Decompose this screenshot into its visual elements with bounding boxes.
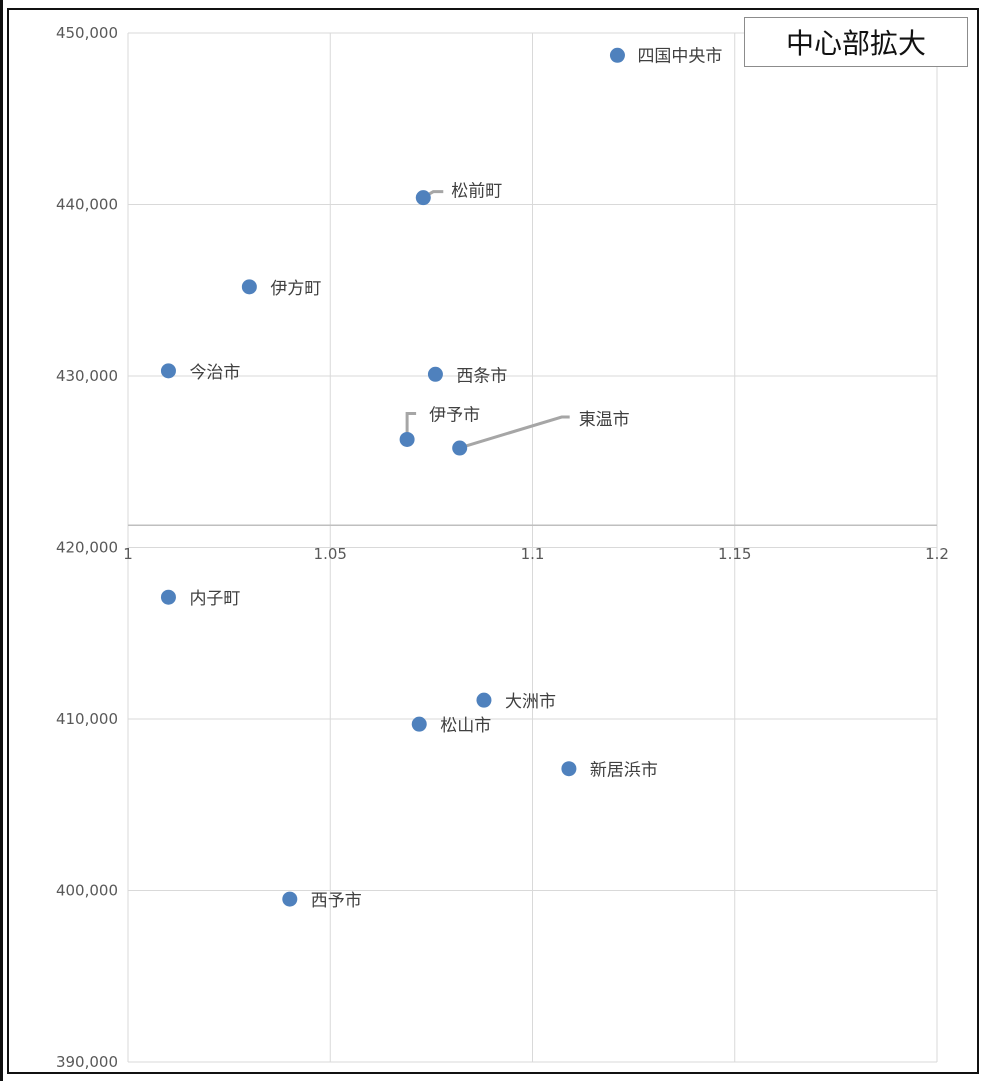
x-tick-label: 1.05 xyxy=(314,545,347,563)
data-point xyxy=(241,279,257,295)
data-point xyxy=(415,190,431,206)
point-label: 四国中央市 xyxy=(637,46,722,66)
point-label: 伊方町 xyxy=(270,279,321,299)
point-label: 大洲市 xyxy=(505,692,556,712)
data-point xyxy=(411,716,427,732)
point-label: 松前町 xyxy=(451,182,502,202)
data-point xyxy=(160,589,176,605)
data-point xyxy=(452,440,468,456)
data-point xyxy=(561,761,577,777)
data-point xyxy=(160,363,176,379)
point-label: 東温市 xyxy=(579,410,630,430)
point-label: 内子町 xyxy=(189,589,240,609)
data-points xyxy=(160,47,625,907)
y-tick-label: 420,000 xyxy=(56,539,118,557)
point-label: 西予市 xyxy=(311,891,362,911)
point-label: 西条市 xyxy=(456,366,507,386)
y-tick-label: 410,000 xyxy=(56,710,118,728)
data-point xyxy=(282,891,298,907)
y-tick-label: 390,000 xyxy=(56,1053,118,1071)
y-tick-label: 430,000 xyxy=(56,367,118,385)
y-tick-label: 400,000 xyxy=(56,882,118,900)
leader-line xyxy=(405,411,417,438)
point-label: 新居浜市 xyxy=(590,761,658,781)
data-point xyxy=(609,47,625,63)
y-tick-label: 440,000 xyxy=(56,196,118,214)
data-point xyxy=(427,366,443,382)
y-tick-labels: 390,000 400,000 410,000 420,000 430,000 440,0… xyxy=(56,24,118,1071)
point-label: 松山市 xyxy=(440,716,491,736)
data-point xyxy=(476,692,492,708)
y-tick-label: 450,000 xyxy=(56,24,118,42)
leader-line xyxy=(465,415,570,448)
data-point xyxy=(399,431,415,447)
x-tick-labels: 1 1.05 1.1 1.15 1.2 xyxy=(123,545,949,563)
x-tick-label: 1.2 xyxy=(925,545,949,563)
chart-frame xyxy=(7,8,979,1074)
point-label: 伊予市 xyxy=(429,405,480,425)
x-tick-label: 1 xyxy=(123,545,133,563)
point-label: 今治市 xyxy=(189,363,240,383)
gridlines xyxy=(127,32,938,1063)
x-tick-label: 1.1 xyxy=(521,545,545,563)
x-tick-label: 1.15 xyxy=(718,545,751,563)
zoom-badge: 中心部拡大 xyxy=(744,17,968,67)
left-edge-line xyxy=(0,0,3,1081)
